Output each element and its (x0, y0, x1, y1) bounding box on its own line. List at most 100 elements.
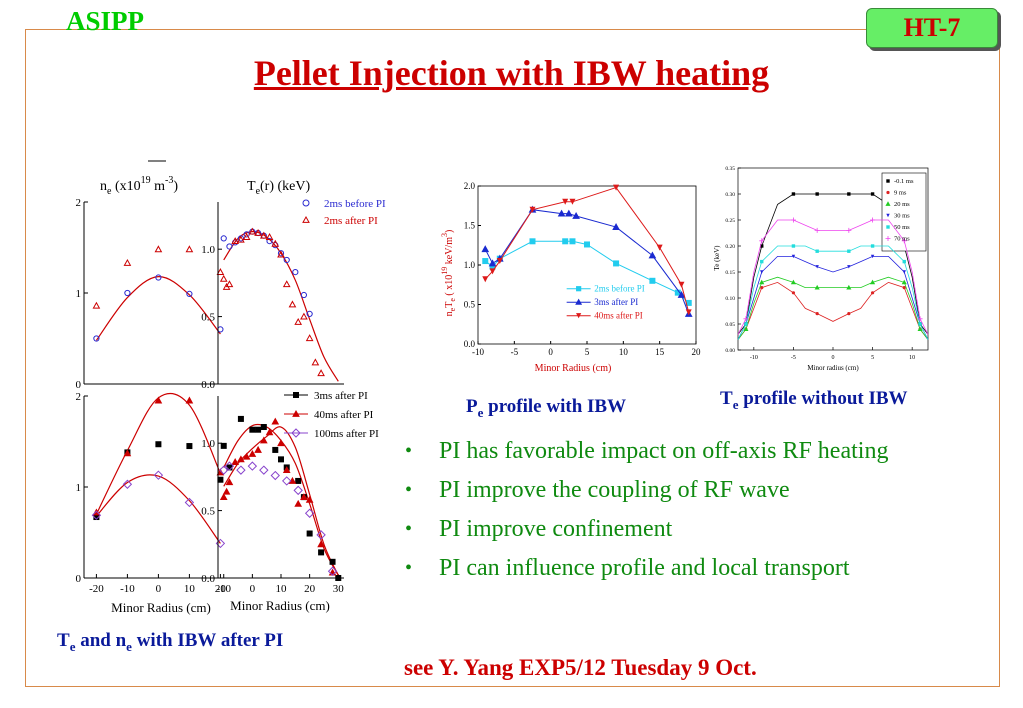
data-point (259, 436, 268, 444)
data-point (300, 291, 308, 299)
data-point (248, 227, 257, 235)
data-point (814, 227, 820, 233)
data-point (300, 493, 308, 501)
y-tick-label: 0 (76, 379, 82, 391)
data-point (224, 461, 235, 471)
y-tick-label: 0.15 (725, 270, 735, 276)
legend-label: 2ms after PI (324, 215, 378, 227)
data-point (870, 279, 876, 285)
y-tick-label: 0.0 (201, 573, 215, 585)
x-tick-label: 15 (655, 347, 665, 357)
bullet-item: • PI has favorable impact on off-axis RF … (405, 438, 889, 464)
data-point (318, 549, 325, 556)
data-point (760, 244, 764, 248)
data-point (814, 284, 820, 290)
data-point (496, 258, 503, 265)
data-point (277, 250, 285, 258)
pe-profile-chart: -10 -5 0 5 10 15 20 0.0 0.5 1.0 1.5 2.0 2ms before P… (440, 181, 702, 374)
data-point (846, 284, 852, 290)
y-tick-label: 0.05 (725, 322, 735, 328)
y-tick-label: 0 (76, 573, 82, 585)
data-point (870, 217, 876, 223)
data-point (186, 443, 193, 450)
data-point (186, 290, 193, 298)
data-point (242, 233, 251, 240)
data-point (791, 192, 796, 196)
data-point (569, 198, 576, 205)
legend-marker (302, 215, 310, 223)
bullet-item: • PI improve confinement (405, 516, 673, 542)
data-point (237, 455, 245, 463)
data-point (847, 192, 851, 196)
data-point (278, 456, 284, 463)
legend-marker (886, 213, 890, 218)
x-tick-label: 5 (871, 355, 874, 361)
x-tick-label: 20 (692, 347, 702, 357)
y-tick-label: 0.00 (725, 348, 735, 354)
y-tick-label: 0.0 (464, 339, 476, 349)
data-point (311, 358, 320, 366)
legend-label: 2ms before PI (594, 284, 645, 294)
data-point (222, 487, 231, 495)
data-point (481, 245, 490, 253)
data-point (584, 241, 590, 248)
data-point (564, 209, 573, 217)
data-point (489, 263, 496, 270)
data-point (316, 530, 326, 540)
te-no-ibw-plot: -10 -5 0 5 10 0.00 0.05 0.10 0.15 0.20 0.25 0.30 0.3… (725, 166, 929, 361)
data-point (529, 206, 536, 213)
data-point (225, 478, 234, 486)
data-point (562, 238, 569, 245)
data-point (790, 279, 796, 285)
data-point (613, 260, 620, 267)
data-point (902, 270, 906, 274)
data-point (744, 322, 748, 326)
data-point (790, 217, 796, 223)
legend-box (881, 172, 927, 252)
te-xlabel: Minor Radius (cm) (230, 598, 330, 613)
data-point (902, 259, 906, 264)
data-point (901, 279, 907, 285)
data-point (482, 276, 489, 283)
x-tick-label: 10 (276, 583, 288, 595)
te-no-ibw-xlabel: Minor radius (cm) (807, 364, 859, 372)
data-point (613, 184, 620, 191)
data-point (674, 289, 681, 296)
data-point (122, 479, 133, 489)
data-point (870, 254, 875, 259)
data-point (870, 244, 875, 248)
data-point (760, 286, 764, 290)
data-point (306, 310, 313, 317)
data-point (277, 439, 285, 447)
data-point (678, 281, 685, 288)
x-tick-label: 10 (184, 583, 196, 595)
data-point (265, 428, 274, 436)
data-point (283, 256, 290, 264)
data-point (220, 235, 227, 242)
data-point (791, 291, 796, 295)
bullet-list: • PI has favorable impact on off-axis RF … (405, 436, 1005, 592)
data-point (123, 258, 132, 266)
data-point (300, 312, 308, 320)
data-point (902, 286, 906, 290)
data-point (306, 530, 313, 537)
data-point (791, 254, 796, 259)
data-point (184, 497, 195, 508)
data-point (572, 211, 580, 219)
legend-marker (302, 199, 310, 207)
bullet-item: • PI can influence profile and local tran… (405, 555, 850, 581)
data-point (327, 566, 338, 576)
slide-title: Pellet Injection with IBW heating (253, 53, 770, 93)
data-point (760, 270, 764, 274)
bullet-item: • PI improve the coupling of RF wave (405, 477, 790, 503)
data-point (217, 326, 224, 333)
data-point (93, 335, 100, 342)
data-point (217, 476, 224, 483)
data-point (870, 291, 875, 295)
data-point (231, 458, 240, 465)
x-tick-label: 0 (548, 347, 553, 357)
data-point (815, 265, 819, 269)
y-tick-label: 2 (76, 197, 82, 209)
data-point (155, 274, 162, 281)
data-point (282, 280, 291, 288)
